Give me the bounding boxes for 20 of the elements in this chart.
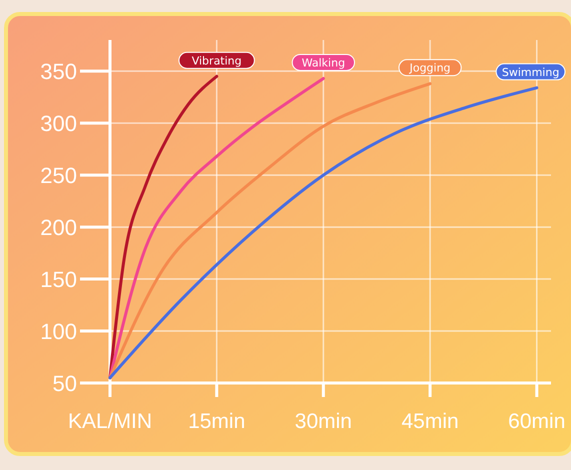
series-label: Jogging <box>408 62 451 75</box>
x-tick-label: 15min <box>188 410 246 433</box>
y-tick-label: 200 <box>40 215 77 240</box>
line-series <box>108 76 325 380</box>
y-tick-label: 100 <box>40 319 77 344</box>
x-tick-label: 60min <box>508 410 566 433</box>
y-tick-label: 50 <box>52 371 77 396</box>
line-series <box>108 82 432 380</box>
y-tick-label: 250 <box>40 163 77 188</box>
x-tick-label: 45min <box>401 410 459 433</box>
line-series <box>108 86 538 380</box>
line-series <box>108 74 218 380</box>
series-label: Swimming <box>502 66 560 79</box>
series-label: Vibrating <box>192 54 242 68</box>
x-tick-label: KAL/MIN <box>68 410 152 433</box>
y-tick-label: 150 <box>40 267 77 292</box>
y-tick-label: 350 <box>40 59 77 84</box>
y-tick-label: 300 <box>40 111 77 136</box>
x-tick-label: 30min <box>294 410 352 433</box>
series-label: Walking <box>302 56 346 70</box>
